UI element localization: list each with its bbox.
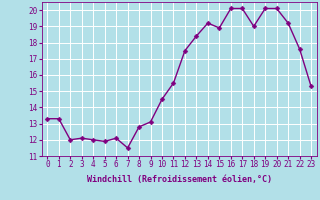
X-axis label: Windchill (Refroidissement éolien,°C): Windchill (Refroidissement éolien,°C)	[87, 175, 272, 184]
